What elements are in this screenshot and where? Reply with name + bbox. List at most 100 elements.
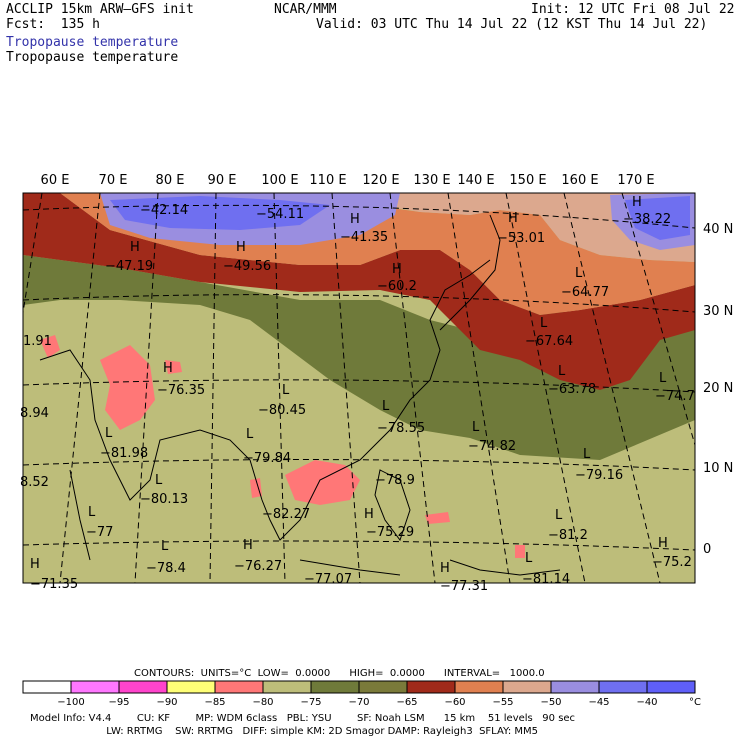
- annotation-value: −81.98: [100, 446, 148, 461]
- shaded-field: [23, 193, 695, 583]
- color-bar-swatch: [118, 680, 168, 694]
- color-bar-swatch: [598, 680, 648, 694]
- model-info-line-2: LW: RRTMG SW: RRTMG DIFF: simple KM: 2D …: [30, 726, 538, 737]
- color-bar-swatch: [358, 680, 408, 694]
- longitude-label: 80 E: [156, 173, 185, 188]
- latitude-label: 10 N: [703, 461, 733, 476]
- annotation-value: −80.45: [258, 403, 306, 418]
- low-marker: L: [472, 420, 480, 435]
- high-marker: H: [130, 240, 140, 255]
- coastlines: [39, 214, 561, 576]
- color-bar-swatch: [22, 680, 72, 694]
- low-marker: L: [659, 371, 667, 386]
- color-bar-swatch: [70, 680, 120, 694]
- annotation-value: 8.94: [20, 406, 49, 421]
- annotation-value: 1.91: [23, 334, 52, 349]
- annotation-value: −67.64: [525, 334, 573, 349]
- low-marker: L: [155, 473, 163, 488]
- low-marker: L: [558, 364, 566, 379]
- low-marker: L: [88, 505, 96, 520]
- high-marker: H: [508, 211, 518, 226]
- high-marker: H: [658, 536, 668, 551]
- annotation-value: −80.13: [140, 492, 188, 507]
- high-marker: H: [364, 507, 374, 522]
- graticule: [23, 193, 695, 583]
- color-bar-label: −100: [57, 697, 84, 708]
- longitude-label: 120 E: [362, 173, 399, 188]
- longitude-label: 90 E: [208, 173, 237, 188]
- low-marker: L: [161, 539, 169, 554]
- low-marker: L: [282, 383, 290, 398]
- longitude-label: 60 E: [41, 173, 70, 188]
- color-bar-swatch: [214, 680, 264, 694]
- annotation-value: −77.31: [440, 579, 488, 594]
- annotation-value: −82.27: [262, 507, 310, 522]
- annotation-value: −77.07: [304, 572, 352, 587]
- color-bar-label: −80: [252, 697, 273, 708]
- annotation-value: −47.19: [105, 259, 153, 274]
- color-bar-swatch: [454, 680, 504, 694]
- color-bar-label: −55: [492, 697, 513, 708]
- longitude-label: 160 E: [561, 173, 598, 188]
- color-bar-label: −90: [156, 697, 177, 708]
- annotation-value: −78.4: [146, 561, 186, 576]
- low-marker: L: [382, 399, 390, 414]
- high-marker: H: [392, 262, 402, 277]
- color-bar: −100 −95 −90 −85 −80 −75 −70 −65 −60 −55 −50 −45 −40…: [22, 680, 701, 708]
- longitude-label: 170 E: [617, 173, 654, 188]
- longitude-label: 100 E: [261, 173, 298, 188]
- color-bar-label: −40: [636, 697, 657, 708]
- annotation-value: −60.2: [377, 279, 417, 294]
- high-marker: H: [440, 561, 450, 576]
- field-title-shaded: Tropopause temperature: [6, 35, 179, 50]
- low-marker: L: [540, 316, 548, 331]
- latitude-label: 30 N: [703, 304, 733, 319]
- annotation-value: −64.77: [561, 285, 609, 300]
- color-bar-swatch: [550, 680, 600, 694]
- annotation-value: −81.2: [548, 528, 588, 543]
- annotation-value: −75.2: [652, 555, 692, 570]
- longitude-label: 140 E: [457, 173, 494, 188]
- low-marker: L: [246, 427, 254, 442]
- latitude-label: 20 N: [703, 381, 733, 396]
- latitude-label: 40 N: [703, 222, 733, 237]
- high-marker: H: [30, 557, 40, 572]
- latitude-labels: 40 N 30 N 20 N 10 N 0: [703, 222, 733, 557]
- color-bar-label: −75: [300, 697, 321, 708]
- annotation-value: −81.14: [522, 572, 570, 587]
- color-bar-swatch: [502, 680, 552, 694]
- annotation-value: −54.11: [256, 207, 304, 222]
- color-bar-label: −85: [204, 697, 225, 708]
- low-marker: L: [525, 551, 533, 566]
- annotation-value: −74.7: [655, 389, 695, 404]
- init-time: Init: 12 UTC Fri 08 Jul 22: [531, 2, 735, 17]
- annotation-value: −76.27: [234, 559, 282, 574]
- color-bar-swatch: [166, 680, 216, 694]
- field-annotations: −42.14 −54.11 H −41.35 H −53.01 H −38.22 H −47.19…: [20, 195, 695, 594]
- color-bar-swatch: [262, 680, 312, 694]
- annotation-value: −38.22: [623, 212, 671, 227]
- color-bar-label: −65: [396, 697, 417, 708]
- contours-info: CONTOURS: UNITS=°C LOW= 0.0000 HIGH= 0.0…: [134, 668, 545, 679]
- annotation-value: −77: [86, 525, 113, 540]
- longitude-label: 70 E: [99, 173, 128, 188]
- model-info-line-1: Model Info: V4.4 CU: KF MP: WDM 6class P…: [30, 713, 576, 724]
- annotation-value: −76.35: [157, 383, 205, 398]
- longitude-label: 110 E: [309, 173, 346, 188]
- longitude-label: 150 E: [509, 173, 546, 188]
- color-bar-swatch: [406, 680, 456, 694]
- low-marker: L: [575, 266, 583, 281]
- map-frame: [22, 192, 696, 584]
- longitude-labels: 60 E 70 E 80 E 90 E 100 E 110 E 120 E 130 E 140 …: [41, 173, 655, 188]
- high-marker: H: [350, 212, 360, 227]
- low-marker: L: [583, 447, 591, 462]
- annotation-value: −78.55: [377, 421, 425, 436]
- color-bar-label: °C: [689, 697, 701, 708]
- annotation-value: −63.78: [548, 382, 596, 397]
- color-bar-label: −45: [588, 697, 609, 708]
- field-title-contour: Tropopause temperature: [6, 50, 179, 65]
- latitude-label: 0: [703, 542, 711, 557]
- high-marker: H: [243, 538, 253, 553]
- low-marker: L: [105, 426, 113, 441]
